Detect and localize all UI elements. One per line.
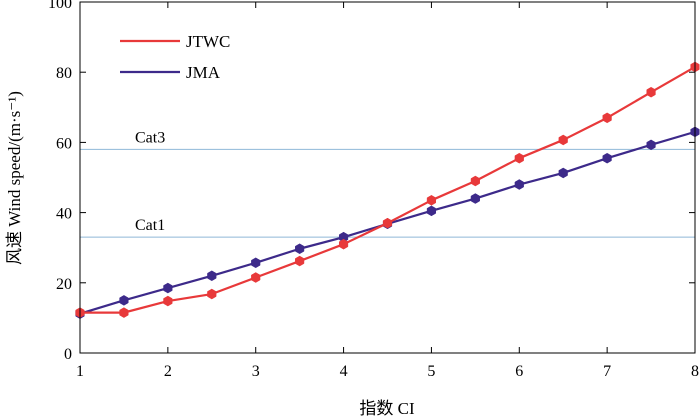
data-point-jtwc [646, 86, 656, 98]
data-point-jtwc [602, 112, 612, 124]
data-point-jma [514, 179, 524, 190]
data-point-jma [646, 139, 656, 151]
y-tick-label: 60 [56, 135, 72, 152]
x-tick-label: 6 [515, 363, 523, 380]
y-tick-label: 0 [64, 346, 72, 363]
x-tick-label: 3 [252, 363, 260, 380]
y-axis-title: 风速 Wind speed/(m·s⁻¹) [5, 91, 24, 265]
data-point-jma [163, 282, 173, 294]
y-tick-label: 20 [56, 276, 72, 293]
data-point-jtwc [558, 134, 568, 146]
x-axis-title: 指数 CI [359, 399, 415, 418]
legend: JTWC JMA [120, 32, 230, 82]
data-point-jtwc [470, 175, 480, 187]
data-point-jma [251, 257, 261, 269]
data-point-jtwc [514, 152, 524, 164]
data-point-jtwc [207, 288, 217, 300]
data-point-jma [207, 270, 217, 282]
data-point-jma [426, 205, 437, 217]
plot-frame [79, 1, 696, 354]
data-point-jtwc [426, 195, 437, 206]
y-tick-label: 40 [56, 206, 72, 223]
x-tick-label: 1 [76, 363, 84, 380]
x-tick-label: 2 [164, 363, 172, 380]
data-point-jma [470, 193, 480, 204]
reference-label-cat1: Cat1 [135, 217, 165, 234]
data-point-jma [295, 243, 305, 255]
data-point-jtwc [251, 272, 261, 283]
reference-label-cat3: Cat3 [135, 129, 165, 146]
data-point-jtwc [119, 307, 129, 318]
data-point-jtwc [382, 217, 393, 229]
series-layer [75, 61, 700, 319]
legend-label-jma: JMA [186, 63, 221, 82]
y-tick-label: 80 [56, 65, 72, 82]
y-tick-label: 100 [48, 0, 72, 12]
data-point-jma [558, 167, 568, 179]
x-tick-label: 7 [603, 363, 611, 380]
data-point-jtwc [295, 255, 305, 267]
data-point-jma [602, 152, 612, 164]
x-tick-label: 8 [691, 363, 699, 380]
data-point-jtwc [163, 295, 173, 307]
x-tick-label: 5 [427, 363, 435, 380]
series-line-jtwc [80, 65, 696, 314]
x-tick-label: 4 [340, 363, 348, 380]
data-point-jma [119, 295, 129, 306]
reference-lines: Cat3 Cat1 [80, 129, 695, 238]
legend-label-jtwc: JTWC [186, 32, 230, 51]
data-point-jtwc [338, 238, 349, 250]
